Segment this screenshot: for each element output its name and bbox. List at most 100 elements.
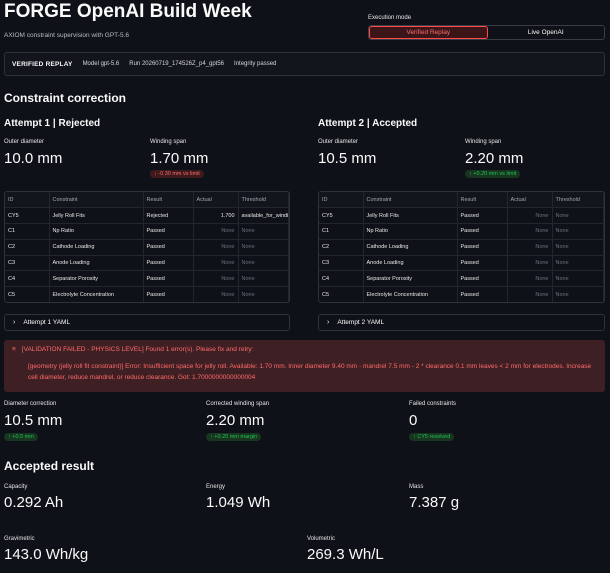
table-row: C1 Np Ratio Passed None None (319, 223, 604, 240)
cell-id: C5 (5, 286, 50, 302)
cell-id: C2 (319, 239, 364, 256)
cell-actual: None (193, 286, 239, 302)
column-header[interactable]: Result (457, 192, 508, 209)
corrected-winding-value: 2.20 mm (206, 412, 265, 429)
cell-actual: 1.700 (193, 207, 239, 225)
replay-status-bar: VERIFIED REPLAY Model gpt-5.6 Run 202607… (4, 52, 605, 76)
column-header[interactable]: Actual (507, 192, 553, 209)
cell-result: Rejected (143, 207, 194, 225)
cell-constraint: Cathode Loading (49, 239, 144, 256)
column-header[interactable]: Constraint (363, 192, 458, 209)
table-row: C1 Np Ratio Passed None None (5, 223, 289, 240)
table-header-row: ID Constraint Result Actual Threshold (319, 192, 604, 209)
error-icon: ≡ (12, 346, 16, 353)
constraint-correction-heading: Constraint correction (4, 91, 127, 105)
cell-result: Passed (457, 255, 508, 272)
volumetric-value: 269.3 Wh/L (307, 546, 384, 563)
cell-result: Passed (457, 286, 508, 302)
attempt-2-outer-diameter-label: Outer diameter (318, 139, 359, 145)
replay-integrity: Integrity passed (234, 61, 277, 67)
table-row: C5 Electrolyte Concentration Passed None Non… (319, 286, 604, 302)
attempt-1-yaml-label: Attempt 1 YAML (23, 319, 71, 326)
cell-constraint: Electrolyte Concentration (363, 286, 458, 302)
cell-actual: None (507, 270, 553, 288)
attempt-1-winding-span-value: 1.70 mm (150, 150, 209, 167)
cell-constraint: Anode Loading (49, 255, 144, 272)
cell-threshold: None (552, 223, 604, 240)
cell-threshold: None (238, 223, 289, 240)
failed-constraints-value: 0 (409, 412, 418, 429)
column-header[interactable]: Constraint (49, 192, 144, 209)
cell-id: CY5 (5, 207, 50, 225)
live-openai-option[interactable]: Live OpenAI (487, 26, 604, 39)
verified-replay-option[interactable]: Verified Replay (369, 26, 488, 39)
cell-constraint: Electrolyte Concentration (49, 286, 144, 302)
cell-result: Passed (457, 239, 508, 256)
table-row: CY5 Jelly Roll Fits Rejected 1.700 available… (5, 207, 289, 225)
verified-replay-badge: VERIFIED REPLAY (12, 60, 73, 68)
cell-threshold: None (552, 207, 604, 225)
cell-threshold: None (238, 239, 289, 256)
gravimetric-value: 143.0 Wh/kg (4, 546, 89, 563)
cell-actual: None (193, 270, 239, 288)
cell-threshold: None (238, 286, 289, 302)
column-header[interactable]: Result (143, 192, 194, 209)
cell-constraint: Anode Loading (363, 255, 458, 272)
cell-actual: None (507, 255, 553, 272)
cell-result: Passed (457, 223, 508, 240)
error-headline: ≡ [VALIDATION FAILED - PHYSICS LEVEL] Fou… (12, 346, 597, 353)
column-header[interactable]: ID (5, 192, 50, 209)
cell-result: Passed (457, 207, 508, 225)
cell-actual: None (193, 223, 239, 240)
mass-label: Mass (409, 484, 424, 490)
cell-actual: None (507, 286, 553, 302)
attempt-1-winding-span-label: Winding span (150, 139, 187, 145)
attempt-1-yaml-expander[interactable]: › Attempt 1 YAML (4, 314, 290, 331)
diameter-correction-label: Diameter correction (4, 401, 57, 407)
page-title: FORGE OpenAI Build Week (4, 1, 252, 22)
column-header[interactable]: ID (319, 192, 364, 209)
execution-mode-label: Execution mode (368, 15, 412, 21)
cell-constraint: Separator Porosity (363, 270, 458, 288)
column-header[interactable]: Actual (193, 192, 239, 209)
cell-threshold: None (552, 270, 604, 288)
corrected-winding-delta: ↑ +0.20 mm margin (206, 433, 262, 441)
cell-id: C3 (5, 255, 50, 272)
chevron-right-icon: › (327, 319, 330, 326)
cell-id: CY5 (319, 207, 364, 225)
column-header[interactable]: Threshold (552, 192, 604, 209)
table-row: C4 Separator Porosity Passed None None (5, 270, 289, 288)
attempt-2-title: Attempt 2 | Accepted (318, 118, 418, 129)
capacity-value: 0.292 Ah (4, 494, 64, 511)
cell-result: Passed (457, 270, 508, 288)
attempt-2-yaml-expander[interactable]: › Attempt 2 YAML (318, 314, 605, 331)
error-headline-text: [VALIDATION FAILED - PHYSICS LEVEL] Foun… (21, 346, 254, 353)
column-header[interactable]: Threshold (238, 192, 289, 209)
table-row: C2 Cathode Loading Passed None None (5, 239, 289, 256)
table-row: C3 Anode Loading Passed None None (5, 255, 289, 272)
cell-result: Passed (143, 270, 194, 288)
attempt-1-constraint-table[interactable]: ID Constraint Result Actual Threshold CY… (4, 191, 290, 303)
cell-constraint: Separator Porosity (49, 270, 144, 288)
cell-constraint: Np Ratio (49, 223, 144, 240)
attempt-2-yaml-label: Attempt 2 YAML (337, 319, 385, 326)
cell-result: Passed (143, 239, 194, 256)
replay-run-id: Run 20260719_174526Z_p4_gpt56 (129, 61, 225, 67)
cell-actual: None (507, 207, 553, 225)
attempt-2-outer-diameter-value: 10.5 mm (318, 150, 377, 167)
table-row: C5 Electrolyte Concentration Passed None Non… (5, 286, 289, 302)
failed-constraints-label: Failed constraints (409, 401, 457, 407)
diameter-correction-delta: ↑ +0.5 mm (4, 433, 38, 441)
cell-threshold: None (552, 255, 604, 272)
capacity-label: Capacity (4, 484, 28, 490)
corrected-winding-label: Corrected winding span (206, 401, 270, 407)
accepted-result-heading: Accepted result (4, 459, 95, 473)
energy-label: Energy (206, 484, 226, 490)
cell-id: C4 (5, 270, 50, 288)
attempt-1-outer-diameter-label: Outer diameter (4, 139, 45, 145)
cell-threshold: None (238, 255, 289, 272)
attempt-2-constraint-table[interactable]: ID Constraint Result Actual Threshold CY… (318, 191, 605, 303)
cell-id: C4 (319, 270, 364, 288)
chevron-right-icon: › (13, 319, 16, 326)
energy-value: 1.049 Wh (206, 494, 271, 511)
